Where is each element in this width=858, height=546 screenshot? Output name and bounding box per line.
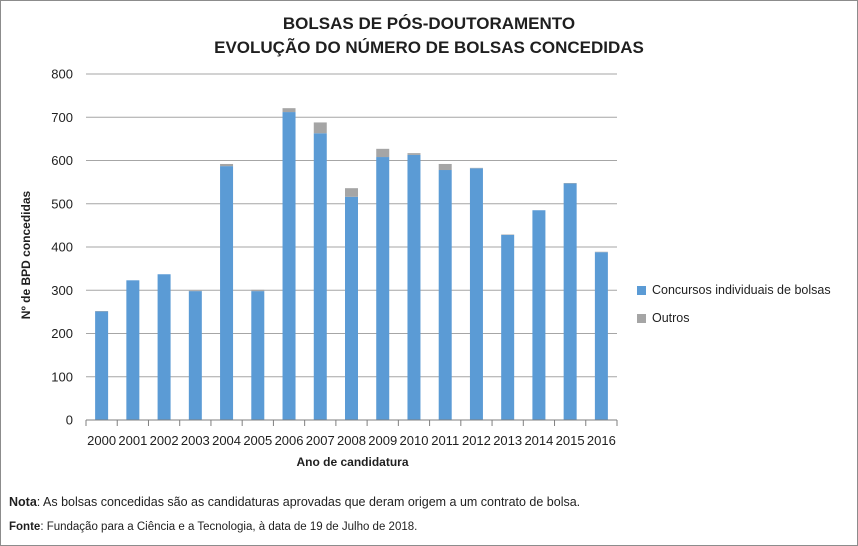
note-label: Nota (9, 495, 37, 509)
bar-outros-2006 (282, 108, 296, 113)
x-tick-label: 2015 (556, 433, 585, 448)
legend-swatch-concursos (637, 285, 646, 295)
x-tick-label: 2010 (400, 433, 429, 448)
source-text: : Fundação para a Ciência e a Tecnologia… (40, 521, 418, 533)
y-tick-label: 400 (51, 240, 73, 255)
bar-concursos-2016 (594, 252, 608, 420)
bar-outros-2004 (220, 163, 234, 167)
bar-concursos-2003 (188, 291, 202, 420)
x-tick-label: 2000 (87, 433, 116, 448)
source-label: Fonte (9, 521, 41, 533)
bar-concursos-2009 (376, 157, 390, 421)
x-tick-label: 2002 (150, 433, 179, 448)
x-tick-label: 2016 (587, 433, 616, 448)
bar-concursos-2008 (345, 196, 358, 420)
x-tick-label: 2013 (493, 433, 522, 448)
x-tick-label: 2011 (431, 433, 459, 448)
footnote-source: Fonte: Fundação para a Ciência e a Tecno… (9, 521, 417, 533)
x-tick-label: 2004 (212, 433, 241, 448)
bar-outros-2008 (345, 188, 358, 197)
bar-concursos-2010 (407, 154, 421, 420)
bar-concursos-2005 (251, 291, 265, 420)
bar-concursos-2014 (532, 210, 546, 420)
legend-item-outros: Outros (637, 310, 831, 326)
bar-concursos-2006 (282, 112, 296, 420)
x-axis-label: Ano de candidatura (296, 455, 409, 469)
bar-concursos-2001 (126, 280, 140, 420)
bar-concursos-2004 (220, 166, 234, 420)
bar-outros-2007 (313, 122, 327, 134)
x-tick-label: 2007 (306, 433, 335, 448)
legend: Concursos individuais de bolsas Outros (637, 282, 831, 338)
bar-outros-2005 (251, 289, 265, 292)
y-tick-label: 300 (51, 283, 73, 298)
y-tick-label: 0 (66, 413, 73, 428)
y-axis-label: Nº de BPD concedidas (19, 190, 33, 320)
bar-outros-2011 (438, 163, 452, 171)
legend-swatch-outros (637, 313, 646, 323)
chart-title: BOLSAS DE PÓS-DOUTORAMENTO EVOLUÇÃO DO N… (0, 12, 858, 60)
legend-item-concursos: Concursos individuais de bolsas (637, 282, 831, 298)
chart-title-line1: BOLSAS DE PÓS-DOUTORAMENTO (282, 14, 576, 33)
y-tick-label: 200 (51, 326, 73, 341)
bar-concursos-2015 (563, 183, 577, 420)
legend-label-outros: Outros (652, 311, 690, 325)
footnote-note: Nota: As bolsas concedidas são as candid… (9, 495, 580, 509)
y-tick-label: 800 (51, 67, 73, 82)
x-tick-label: 2009 (368, 433, 397, 448)
x-tick-label: 2006 (275, 433, 304, 448)
y-tick-label: 700 (51, 110, 73, 125)
y-tick-label: 100 (51, 369, 73, 384)
bar-concursos-2012 (469, 168, 483, 420)
x-tick-label: 2003 (181, 433, 210, 448)
x-tick-label: 2001 (118, 433, 147, 448)
note-text: : As bolsas concedidas são as candidatur… (36, 495, 581, 509)
bar-concursos-2000 (95, 311, 109, 420)
legend-label-concursos: Concursos individuais de bolsas (652, 283, 831, 297)
bar-concursos-2002 (157, 274, 171, 420)
x-tick-label: 2012 (462, 433, 491, 448)
x-tick-label: 2005 (243, 433, 272, 448)
y-tick-label: 500 (51, 196, 73, 211)
bar-concursos-2011 (438, 170, 452, 420)
chart-title-line2: EVOLUÇÃO DO NÚMERO DE BOLSAS CONCEDIDAS (214, 38, 644, 57)
bar-outros-2010 (407, 153, 421, 155)
y-tick-label: 600 (51, 153, 73, 168)
bar-concursos-2007 (313, 133, 327, 420)
x-tick-label: 2014 (524, 433, 553, 448)
bar-concursos-2013 (501, 234, 515, 420)
bar-outros-2009 (376, 148, 390, 158)
x-tick-label: 2008 (337, 433, 366, 448)
